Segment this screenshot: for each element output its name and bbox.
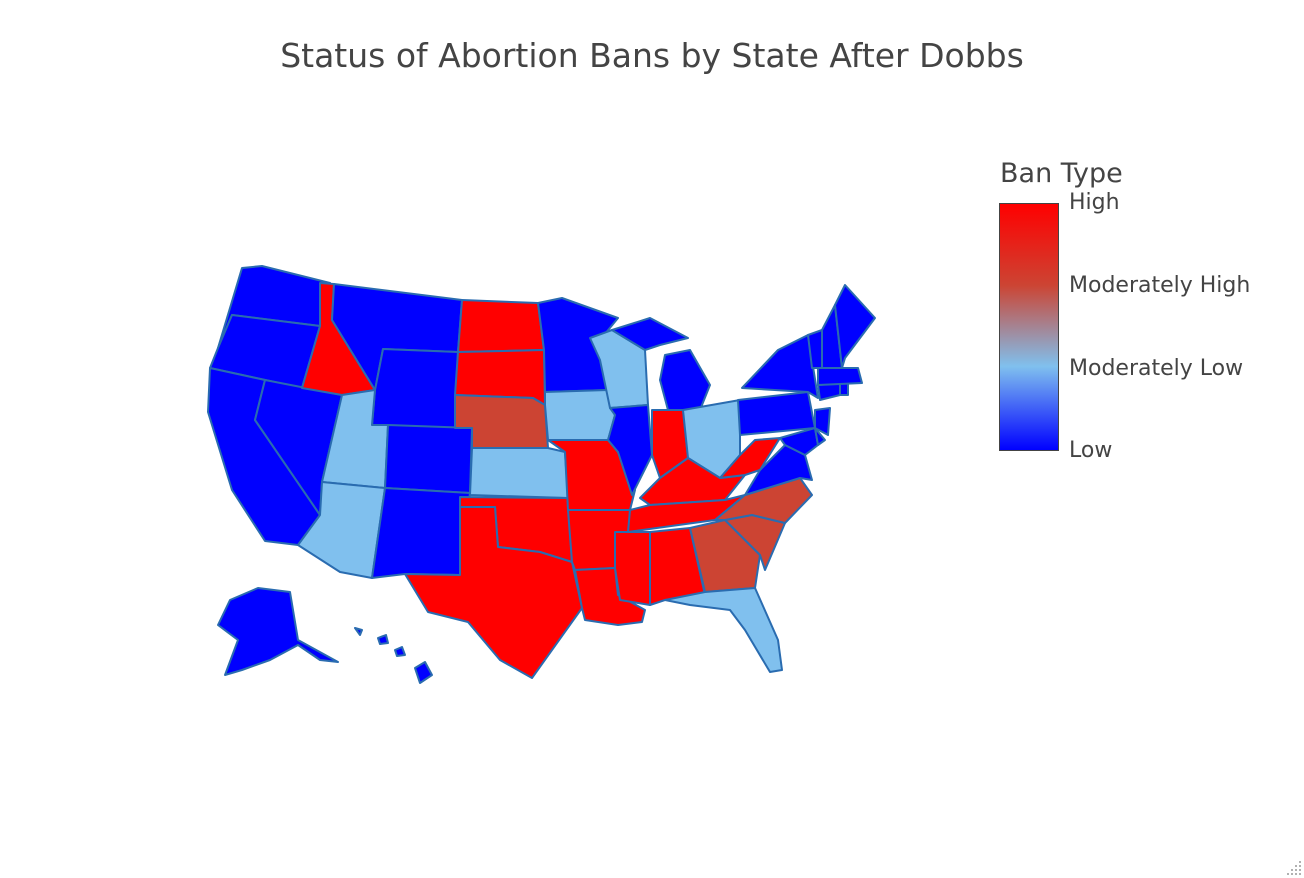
colorbar-tick-low: Low xyxy=(1069,438,1113,463)
state-hi[interactable] xyxy=(414,661,433,684)
state-ak[interactable] xyxy=(217,587,339,676)
legend-title: Ban Type xyxy=(1000,158,1123,189)
state-ny[interactable] xyxy=(741,334,819,399)
state-me[interactable] xyxy=(834,284,876,369)
state-ma[interactable] xyxy=(817,367,863,386)
state-ia[interactable] xyxy=(544,389,616,441)
state-fl[interactable] xyxy=(664,587,783,673)
state-hi[interactable] xyxy=(377,634,389,645)
state-ks[interactable] xyxy=(469,447,569,499)
state-il[interactable] xyxy=(607,404,653,496)
state-pa[interactable] xyxy=(737,391,816,436)
state-tx[interactable] xyxy=(404,506,583,679)
colorbar xyxy=(999,203,1059,451)
state-co[interactable] xyxy=(384,424,473,494)
state-nm[interactable] xyxy=(371,487,471,579)
state-hi[interactable] xyxy=(394,646,406,657)
state-wy[interactable] xyxy=(371,348,459,429)
state-de[interactable] xyxy=(814,427,826,446)
colorbar-tick-high: High xyxy=(1069,190,1120,215)
state-nj[interactable] xyxy=(814,407,831,436)
state-hi[interactable] xyxy=(354,627,363,636)
state-mi[interactable] xyxy=(659,349,711,411)
state-ms[interactable] xyxy=(614,531,651,606)
chart-title: Status of Abortion Bans by State After D… xyxy=(280,36,1024,75)
state-nd[interactable] xyxy=(457,299,545,353)
resize-grip-icon[interactable] xyxy=(1286,860,1302,876)
state-md[interactable] xyxy=(779,427,819,456)
colorbar-tick-moderately-low: Moderately Low xyxy=(1069,356,1244,381)
colorbar-tick-moderately-high: Moderately High xyxy=(1069,273,1251,298)
state-mi[interactable] xyxy=(611,317,689,351)
